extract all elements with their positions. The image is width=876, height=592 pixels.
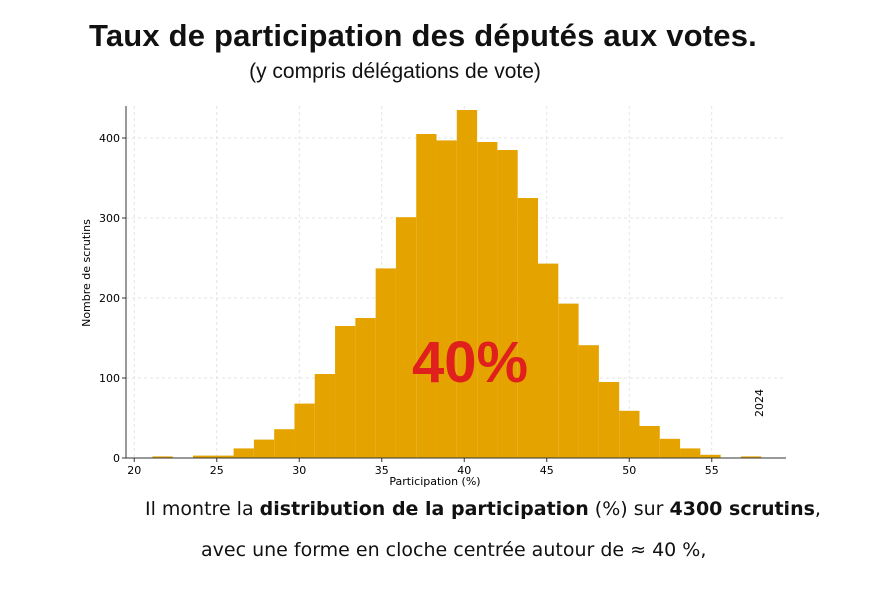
histogram-bar: [497, 150, 518, 458]
y-tick-label: 100: [99, 372, 120, 385]
caption-text: ,: [814, 498, 821, 520]
y-tick-label: 400: [99, 132, 120, 145]
y-tick-label: 200: [99, 292, 120, 305]
x-tick-label: 45: [540, 464, 554, 477]
histogram-bar: [233, 448, 254, 458]
caption-bold: 4300 scrutins: [669, 498, 815, 520]
x-tick-label: 40: [457, 464, 471, 477]
histogram-bar: [538, 263, 559, 458]
histogram-bar: [294, 403, 315, 458]
caption-text: (%) sur: [588, 498, 670, 520]
histogram-bar: [395, 217, 417, 458]
histogram-bar: [213, 455, 234, 458]
x-tick-label: 55: [705, 464, 719, 477]
histogram-bar: [375, 268, 396, 458]
x-tick-label: 25: [210, 464, 224, 477]
histogram-bar: [598, 382, 620, 458]
histogram-bars: [152, 110, 762, 458]
chart-subtitle: (y compris délégations de vote): [249, 60, 541, 83]
histogram-bar: [517, 198, 539, 458]
year-label: 2024: [753, 389, 766, 417]
histogram-bar: [558, 303, 579, 458]
axes: 20 25 30 35 40 45 50 55 0 100 200 300 400: [99, 106, 786, 477]
x-tick-label: 35: [375, 464, 389, 477]
caption-line-2: avec une forme en cloche centrée autour …: [201, 539, 707, 561]
caption-line-1: Il montre la distribution de la particip…: [145, 498, 821, 520]
histogram-bar: [619, 410, 640, 458]
histogram-bar: [335, 326, 356, 458]
histogram-bar: [639, 426, 660, 458]
histogram-bar: [700, 454, 721, 458]
histogram-bar: [680, 448, 701, 458]
caption-bold: distribution de la participation: [259, 498, 589, 520]
x-tick-label: 50: [622, 464, 636, 477]
y-tick-label: 0: [113, 452, 120, 465]
histogram-bar: [416, 134, 437, 458]
caption-text: Il montre la: [145, 498, 260, 520]
histogram-bar: [314, 374, 336, 458]
histogram-bar: [477, 142, 498, 458]
histogram-bar: [274, 429, 295, 458]
histogram-bar: [456, 110, 478, 458]
histogram-bar: [659, 438, 681, 458]
overlay-percent-label: 40%: [412, 330, 528, 395]
y-axis-label: Nombre de scrutins: [80, 219, 93, 327]
histogram-bar: [578, 345, 599, 458]
histogram-bar: [253, 439, 275, 458]
chart-title: Taux de participation des députés aux vo…: [88, 18, 757, 53]
x-tick-label: 20: [127, 464, 141, 477]
histogram-bar: [355, 318, 376, 458]
histogram-bar: [152, 456, 173, 458]
x-axis-label: Participation (%): [389, 475, 480, 488]
histogram-bar: [436, 140, 457, 458]
x-tick-label: 30: [292, 464, 306, 477]
histogram-bar: [740, 456, 762, 458]
histogram-bar: [192, 455, 214, 458]
y-tick-label: 300: [99, 212, 120, 225]
